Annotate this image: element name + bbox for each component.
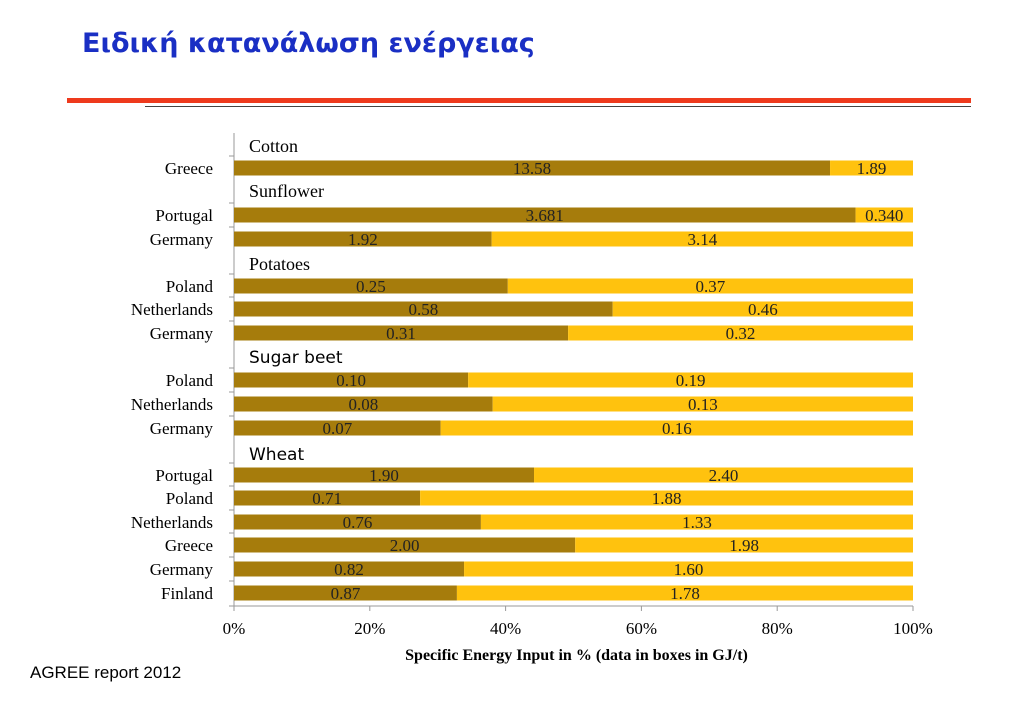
bar-segment-dark	[234, 537, 576, 553]
category-label: Netherlands	[131, 300, 213, 319]
category-label: Greece	[165, 159, 213, 178]
data-label: 0.10	[336, 371, 366, 390]
category-label: Poland	[166, 489, 214, 508]
data-label: 0.16	[662, 419, 692, 438]
group-label: Wheat	[249, 445, 304, 465]
data-label: 0.46	[748, 300, 778, 319]
bar-segment-dark	[234, 231, 492, 247]
category-label: Poland	[166, 371, 214, 390]
bar-segment-light	[492, 396, 913, 412]
x-tick-label: 100%	[893, 619, 933, 638]
data-label: 0.82	[334, 560, 364, 579]
data-label: 0.31	[386, 324, 416, 343]
data-label: 0.32	[726, 324, 756, 343]
bar-segment-dark	[234, 325, 569, 341]
data-label: 2.00	[390, 536, 420, 555]
data-label: 0.340	[865, 206, 903, 225]
title-divider-line	[145, 106, 971, 107]
bar-segment-dark	[234, 207, 856, 223]
data-label: 2.40	[709, 466, 739, 485]
bar-segment-dark	[234, 372, 469, 388]
x-tick-label: 0%	[223, 619, 246, 638]
x-tick-label: 40%	[490, 619, 521, 638]
bar-segment-dark	[234, 467, 535, 483]
bar-segment-dark	[234, 561, 465, 577]
data-label: 3.681	[526, 206, 564, 225]
bar-segment-light	[568, 325, 913, 341]
category-label: Germany	[150, 324, 214, 343]
group-label: Potatoes	[249, 254, 310, 274]
category-label: Germany	[150, 230, 214, 249]
bar-segment-dark	[234, 278, 508, 294]
bar-segment-dark	[234, 301, 613, 317]
data-label: 1.90	[369, 466, 399, 485]
data-label: 0.58	[408, 300, 438, 319]
bar-segment-dark	[234, 585, 457, 601]
x-tick-label: 60%	[626, 619, 657, 638]
category-label: Netherlands	[131, 513, 213, 532]
bar-segment-dark	[234, 514, 481, 530]
bar-segment-light	[612, 301, 913, 317]
x-tick-label: 20%	[354, 619, 385, 638]
data-label: 1.92	[348, 230, 378, 249]
bar-segment-dark	[234, 490, 421, 506]
bar-segment-dark	[234, 160, 831, 176]
bar-segment-light	[480, 514, 913, 530]
data-label: 0.87	[331, 584, 361, 603]
category-label: Germany	[150, 419, 214, 438]
x-tick-label: 80%	[762, 619, 793, 638]
bar-segment-light	[507, 278, 913, 294]
bar-segment-dark	[234, 396, 493, 412]
data-label: 0.37	[696, 277, 726, 296]
category-label: Germany	[150, 560, 214, 579]
bar-segment-light	[855, 207, 913, 223]
bar-segment-light	[440, 420, 913, 436]
bar-segment-light	[575, 537, 913, 553]
data-label: 1.33	[682, 513, 712, 532]
group-label: Sunflower	[249, 181, 324, 201]
slide-title: Ειδική κατανάλωση ενέργειας	[82, 28, 535, 59]
data-label: 1.88	[652, 489, 682, 508]
group-label: Cotton	[249, 136, 298, 156]
bar-segment-dark	[234, 420, 441, 436]
data-label: 1.98	[729, 536, 759, 555]
category-label: Portugal	[155, 466, 213, 485]
data-label: 0.71	[312, 489, 342, 508]
data-label: 3.14	[687, 230, 717, 249]
data-label: 0.25	[356, 277, 386, 296]
title-accent-line	[67, 98, 971, 103]
data-label: 0.19	[676, 371, 706, 390]
data-label: 13.58	[513, 159, 551, 178]
data-label: 1.60	[674, 560, 704, 579]
bar-segment-light	[491, 231, 913, 247]
bar-segment-light	[420, 490, 913, 506]
data-label: 1.78	[670, 584, 700, 603]
x-axis-title: Specific Energy Input in % (data in boxe…	[405, 647, 748, 664]
category-label: Finland	[161, 584, 213, 603]
category-label: Greece	[165, 536, 213, 555]
bar-segment-light	[830, 160, 913, 176]
category-label: Portugal	[155, 206, 213, 225]
data-label: 0.13	[688, 395, 718, 414]
data-label: 0.76	[343, 513, 373, 532]
source-note: AGREE report 2012	[30, 663, 182, 682]
bar-segment-light	[456, 585, 913, 601]
data-label: 0.07	[322, 419, 352, 438]
bar-segment-light	[464, 561, 913, 577]
bar-segment-light	[468, 372, 913, 388]
data-label: 1.89	[857, 159, 887, 178]
category-label: Netherlands	[131, 395, 213, 414]
bar-segment-light	[534, 467, 913, 483]
group-label: Sugar beet	[249, 348, 343, 368]
category-label: Poland	[166, 277, 214, 296]
data-label: 0.08	[348, 395, 378, 414]
